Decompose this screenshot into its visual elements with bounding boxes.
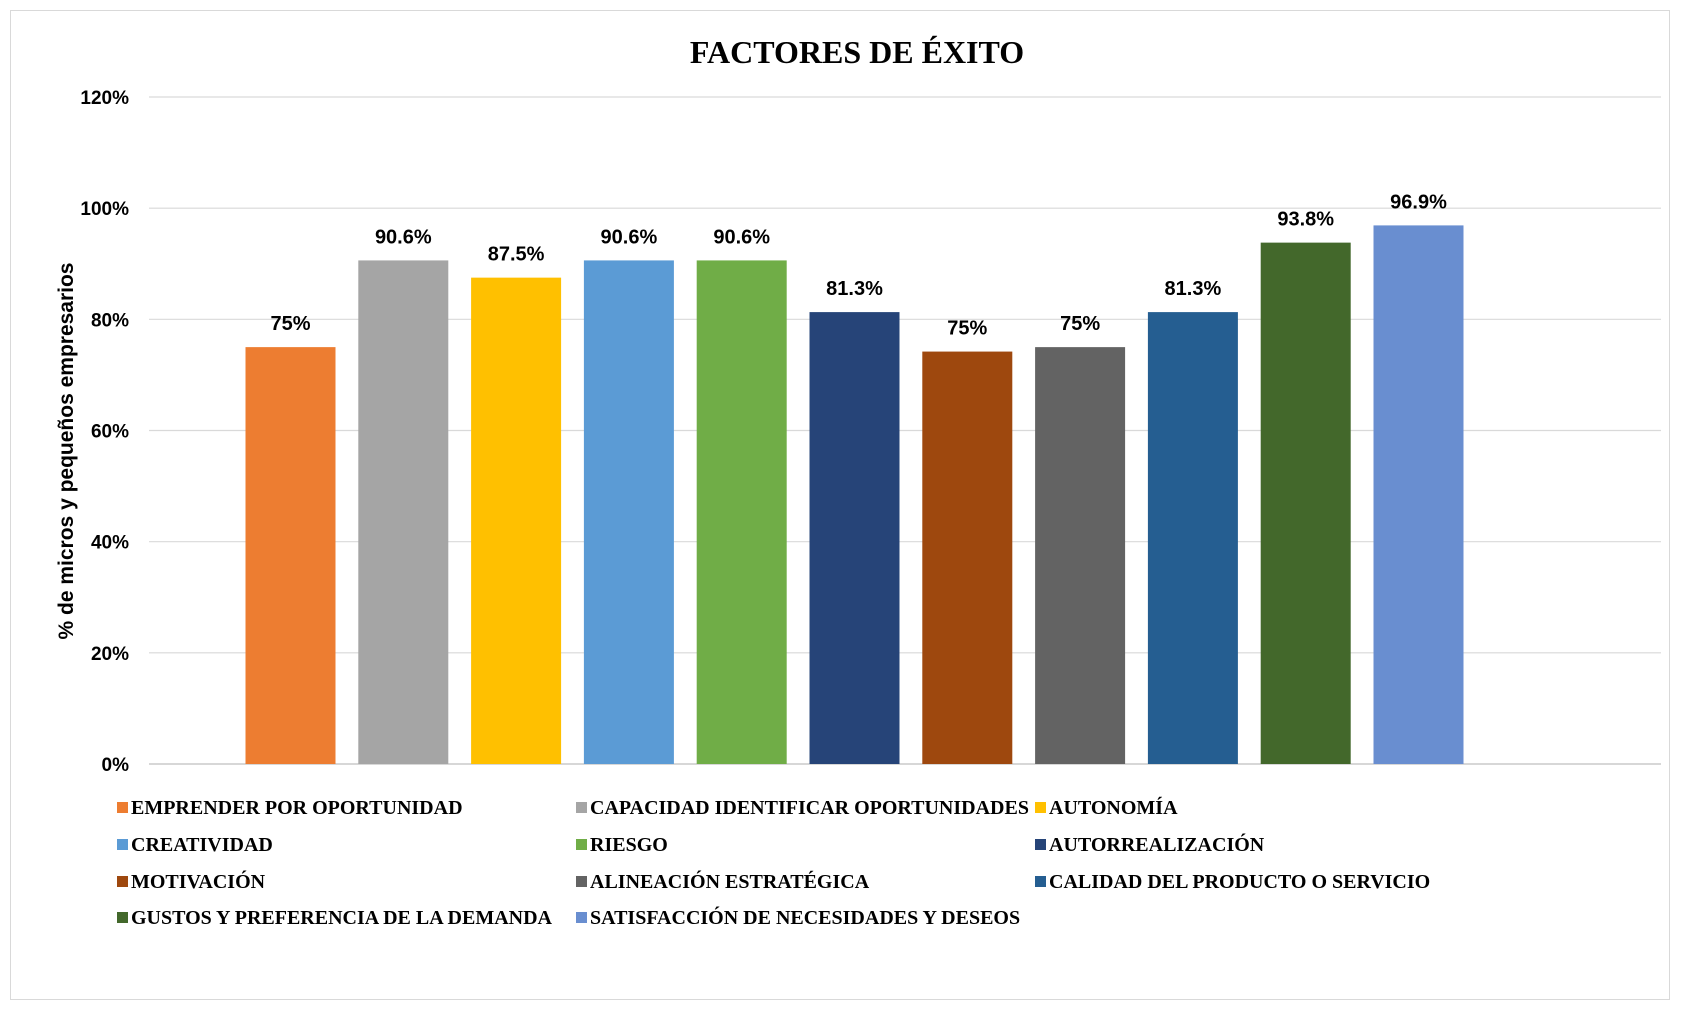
y-axis-label: % de micros y pequeños empresarios bbox=[55, 263, 78, 640]
bars bbox=[245, 225, 1464, 765]
legend-label: CREATIVIDAD bbox=[131, 834, 273, 856]
bar bbox=[245, 347, 336, 764]
bar bbox=[1035, 347, 1126, 764]
y-tick-label: 0% bbox=[102, 755, 130, 776]
y-tick-label: 20% bbox=[91, 644, 129, 665]
legend: EMPRENDER POR OPORTUNIDAD CAPACIDAD IDENT… bbox=[117, 796, 1430, 929]
data-label: 90.6% bbox=[713, 226, 770, 248]
bar bbox=[809, 312, 900, 764]
bar bbox=[1147, 312, 1238, 764]
y-axis-ticks: 0% 20% 40% 60% 80% 100% 120% bbox=[80, 88, 129, 776]
y-tick-label: 60% bbox=[91, 422, 129, 443]
data-label: 96.9% bbox=[1390, 191, 1447, 213]
chart-title: FACTORES DE ÉXITO bbox=[690, 34, 1024, 70]
data-label: 75% bbox=[947, 318, 987, 340]
legend-swatch bbox=[1035, 876, 1046, 887]
bar bbox=[696, 260, 787, 764]
legend-label: AUTORREALIZACIÓN bbox=[1049, 832, 1265, 856]
legend-label: CALIDAD DEL PRODUCTO O SERVICIO bbox=[1049, 871, 1430, 893]
bar bbox=[1373, 225, 1464, 764]
data-labels: 75% 90.6% 87.5% 90.6% 90.6% 81.3% 75% 75% 81.3% 9… bbox=[270, 191, 1447, 339]
legend-label: EMPRENDER POR OPORTUNIDAD bbox=[131, 797, 463, 819]
y-tick-label: 120% bbox=[80, 88, 129, 109]
bar-chart: FACTORES DE ÉXITO % de micros y pequeños… bbox=[55, 34, 1661, 929]
legend-swatch bbox=[576, 912, 587, 923]
legend-swatch bbox=[1035, 839, 1046, 850]
legend-label: CAPACIDAD IDENTIFICAR OPORTUNIDADES bbox=[590, 797, 1029, 819]
legend-swatch bbox=[117, 912, 128, 923]
legend-swatch bbox=[117, 839, 128, 850]
legend-swatch bbox=[576, 839, 587, 850]
legend-swatch bbox=[117, 876, 128, 887]
bar bbox=[583, 260, 674, 764]
data-label: 75% bbox=[1060, 313, 1100, 335]
legend-label: GUSTOS Y PREFERENCIA DE LA DEMANDA bbox=[131, 907, 553, 929]
data-label: 90.6% bbox=[601, 226, 658, 248]
legend-swatch bbox=[117, 802, 128, 813]
y-tick-label: 80% bbox=[91, 310, 129, 331]
legend-label: MOTIVACIÓN bbox=[131, 869, 266, 893]
data-label: 81.3% bbox=[826, 278, 883, 300]
legend-swatch bbox=[576, 876, 587, 887]
data-label: 81.3% bbox=[1165, 278, 1222, 300]
bar bbox=[922, 351, 1013, 764]
data-label: 93.8% bbox=[1277, 209, 1334, 231]
legend-label: RIESGO bbox=[590, 834, 668, 856]
data-label: 90.6% bbox=[375, 226, 432, 248]
y-tick-label: 40% bbox=[91, 533, 129, 554]
legend-label: ALINEACIÓN ESTRATÉGICA bbox=[590, 869, 870, 893]
legend-label: AUTONOMÍA bbox=[1049, 796, 1178, 819]
legend-label: SATISFACCIÓN DE NECESIDADES Y DESEOS bbox=[590, 905, 1020, 929]
bar bbox=[471, 277, 562, 764]
bar bbox=[358, 260, 449, 764]
data-label: 75% bbox=[270, 313, 310, 335]
chart-frame: FACTORES DE ÉXITO % de micros y pequeños… bbox=[10, 10, 1670, 1000]
bar bbox=[1260, 242, 1351, 765]
legend-swatch bbox=[576, 802, 587, 813]
legend-swatch bbox=[1035, 802, 1046, 813]
data-label: 87.5% bbox=[488, 244, 545, 266]
y-tick-label: 100% bbox=[80, 199, 129, 220]
